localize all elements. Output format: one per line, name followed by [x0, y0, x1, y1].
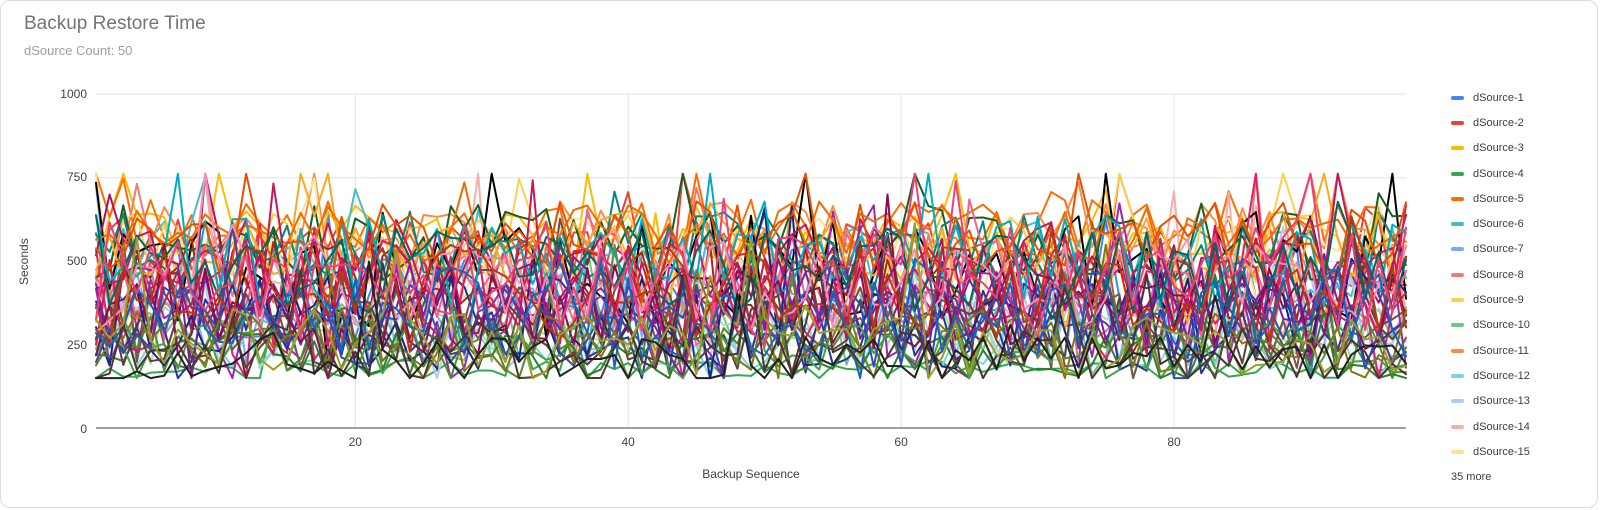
- plot-area: [95, 93, 1407, 429]
- legend-swatch: [1451, 222, 1464, 227]
- legend-item-dSource-6[interactable]: dSource-6: [1451, 211, 1591, 236]
- series-line-dSource-39[interactable]: [95, 172, 1407, 307]
- legend-item-dSource-1[interactable]: dSource-1: [1451, 85, 1591, 110]
- legend-item-dSource-8[interactable]: dSource-8: [1451, 262, 1591, 287]
- x-tick-label: 80: [1167, 435, 1181, 449]
- legend-item-dSource-11[interactable]: dSource-11: [1451, 338, 1591, 363]
- series-line-dSource-44[interactable]: [95, 200, 1407, 320]
- legend-swatch: [1451, 399, 1464, 404]
- legend-label: dSource-8: [1473, 268, 1524, 281]
- legend-item-dSource-7[interactable]: dSource-7: [1451, 237, 1591, 262]
- legend-label: dSource-9: [1473, 294, 1524, 307]
- legend-label: dSource-4: [1473, 167, 1524, 180]
- y-tick-label: 250: [66, 337, 87, 352]
- series-line-dSource-46[interactable]: [95, 258, 1407, 380]
- legend-item-dSource-9[interactable]: dSource-9: [1451, 287, 1591, 312]
- y-tick-label: 500: [66, 254, 87, 268]
- series-line-dSource-31[interactable]: [95, 205, 1407, 380]
- legend-label: dSource-5: [1473, 192, 1524, 205]
- legend-item-dSource-12[interactable]: dSource-12: [1451, 363, 1591, 388]
- legend-swatch: [1451, 247, 1464, 252]
- legend-swatch: [1451, 373, 1464, 378]
- legend-label: dSource-15: [1473, 445, 1530, 458]
- legend-swatch: [1451, 272, 1464, 277]
- series-line-dSource-18[interactable]: [95, 221, 1407, 380]
- legend-swatch: [1451, 424, 1464, 429]
- chart-title: Backup Restore Time: [24, 13, 206, 34]
- legend-item-dSource-4[interactable]: dSource-4: [1451, 161, 1591, 186]
- series-line-dSource-45[interactable]: [95, 215, 1407, 353]
- chart-subtitle: dSource Count: 50: [24, 43, 133, 58]
- legend-label: dSource-11: [1473, 344, 1530, 357]
- legend-swatch: [1451, 120, 1464, 125]
- x-axis-title: Backup Sequence: [702, 467, 800, 481]
- legend-swatch: [1451, 348, 1464, 353]
- legend-swatch: [1451, 171, 1464, 176]
- legend-label: dSource-13: [1473, 395, 1530, 408]
- legend-item-dSource-3[interactable]: dSource-3: [1451, 136, 1591, 161]
- legend-item-dSource-5[interactable]: dSource-5: [1451, 186, 1591, 211]
- legend: dSource-1 dSource-2 dSource-3 dSource-4 dSou…: [1451, 85, 1591, 489]
- series-line-dSource-50[interactable]: [95, 260, 1407, 380]
- legend-swatch: [1451, 298, 1464, 303]
- legend-swatch: [1451, 449, 1464, 454]
- y-tick-label: 1000: [60, 86, 87, 101]
- legend-label: dSource-7: [1473, 243, 1524, 256]
- series-line-dSource-47[interactable]: [95, 172, 1407, 348]
- series-line-dSource-49[interactable]: [95, 222, 1407, 380]
- series-line-dSource-35[interactable]: [95, 219, 1407, 380]
- x-tick-label: 60: [894, 435, 908, 449]
- legend-item-dSource-15[interactable]: dSource-15: [1451, 439, 1591, 464]
- legend-item-dSource-13[interactable]: dSource-13: [1451, 389, 1591, 414]
- legend-label: dSource-3: [1473, 142, 1524, 155]
- legend-swatch: [1451, 95, 1464, 100]
- legend-label: dSource-10: [1473, 319, 1530, 332]
- legend-label: dSource-1: [1473, 91, 1524, 104]
- y-tick-label: 0: [80, 421, 87, 436]
- x-tick-label: 20: [348, 435, 362, 449]
- series-line-dSource-43[interactable]: [95, 243, 1407, 380]
- legend-item-dSource-2[interactable]: dSource-2: [1451, 110, 1591, 135]
- legend-label: dSource-6: [1473, 218, 1524, 231]
- legend-swatch: [1451, 196, 1464, 201]
- legend-label: dSource-14: [1473, 420, 1530, 433]
- legend-swatch: [1451, 146, 1464, 151]
- legend-item-dSource-14[interactable]: dSource-14: [1451, 414, 1591, 439]
- legend-label: dSource-2: [1473, 116, 1524, 129]
- y-tick-label: 750: [66, 170, 87, 185]
- legend-swatch: [1451, 323, 1464, 328]
- legend-more[interactable]: 35 more: [1451, 470, 1492, 483]
- legend-label: dSource-12: [1473, 369, 1530, 382]
- legend-item-dSource-10[interactable]: dSource-10: [1451, 313, 1591, 338]
- x-tick-label: 40: [621, 435, 635, 449]
